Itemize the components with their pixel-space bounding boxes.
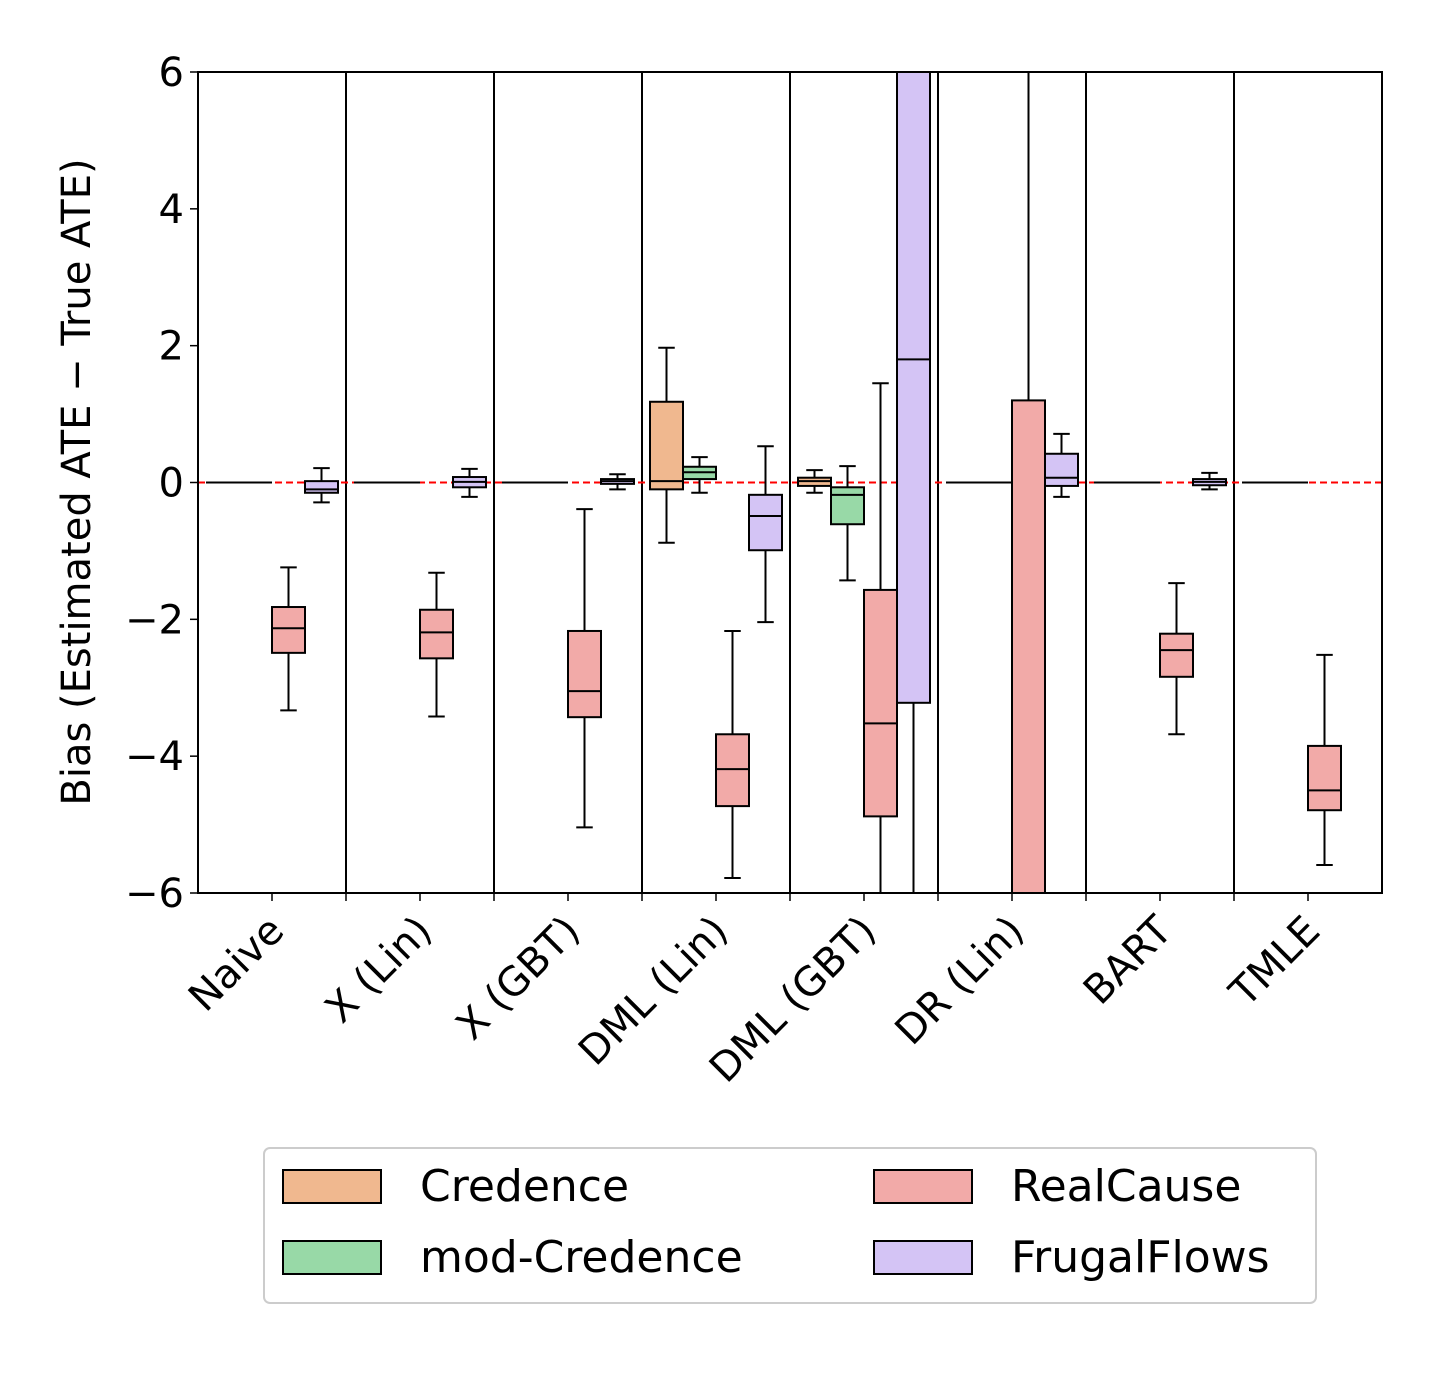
- box: [715, 733, 750, 808]
- box: [419, 608, 454, 660]
- legend-label: FrugalFlows: [1011, 1232, 1270, 1283]
- x-tick-label: Naive: [180, 908, 293, 1021]
- legend-swatch: [873, 1240, 973, 1275]
- x-tick-label: TMLE: [1221, 908, 1330, 1017]
- legend-swatch: [873, 1169, 973, 1204]
- y-tick-label: −2: [125, 597, 184, 643]
- legend-frame: [263, 1147, 1317, 1304]
- box: [1044, 452, 1079, 487]
- x-tick-label: DR (Lin): [887, 908, 1034, 1055]
- legend-swatch: [282, 1169, 382, 1204]
- y-tick-label: 0: [159, 461, 184, 507]
- y-tick-label: 2: [159, 324, 184, 370]
- box: [649, 400, 684, 491]
- x-tick-label: X (GBT): [448, 908, 590, 1050]
- box: [1307, 744, 1342, 812]
- y-tick-label: 6: [159, 50, 184, 96]
- plot-area: [198, 72, 1382, 893]
- box: [748, 493, 783, 552]
- x-tick-label: BART: [1075, 907, 1182, 1014]
- box: [1011, 399, 1046, 893]
- box: [863, 588, 898, 818]
- x-tick-label: X (Lin): [317, 908, 442, 1033]
- box: [304, 480, 339, 494]
- legend-label: RealCause: [1011, 1161, 1241, 1212]
- y-tick-label: −4: [125, 734, 184, 780]
- legend-label: mod-Credence: [420, 1232, 743, 1283]
- box: [896, 72, 931, 704]
- box: [271, 606, 306, 654]
- box: [567, 629, 602, 719]
- y-tick-label: −6: [125, 871, 184, 917]
- y-axis-label: Bias (Estimated ATE − True ATE): [54, 158, 100, 805]
- box: [1159, 632, 1194, 678]
- y-tick-label: 4: [159, 187, 184, 233]
- legend-swatch: [282, 1240, 382, 1275]
- box: [830, 486, 865, 526]
- legend: Credence mod-Credence RealCause FrugalFlows: [282, 1161, 1270, 1283]
- legend-label: Credence: [420, 1161, 629, 1212]
